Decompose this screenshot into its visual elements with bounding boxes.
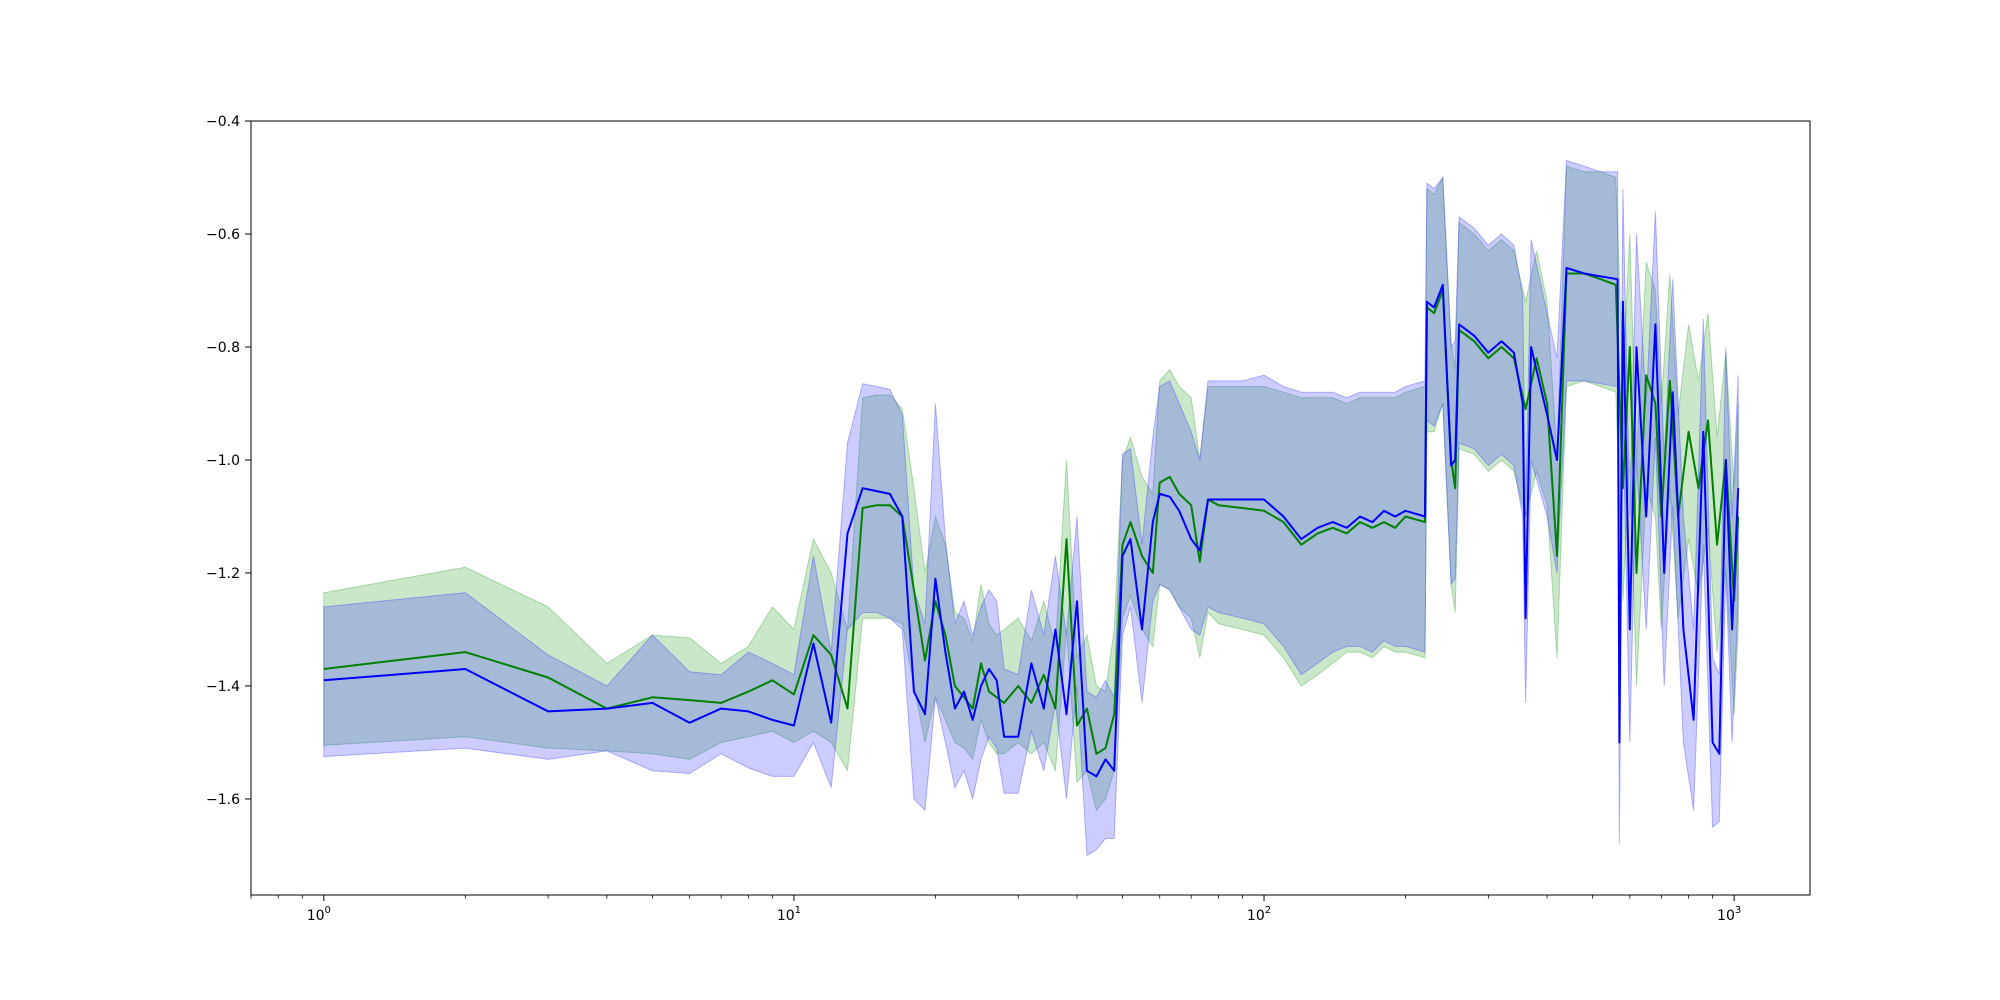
x-axis: 100 101 102 103 [250,895,1741,924]
x-tick-label: 100 [307,905,331,924]
y-tick-label: −1.6 [206,792,240,808]
plot-frame [250,120,1811,896]
y-tick-label: −1.4 [206,679,240,695]
series-2-line [323,266,1740,778]
y-tick-label: −1.2 [206,566,240,582]
x-tick-label: 103 [1717,905,1741,924]
y-axis: −1.6 −1.4 −1.2 −1.0 −0.8 −0.6 −0.4 [206,114,251,808]
y-tick-label: −1.0 [206,453,240,469]
y-tick-label: −0.6 [206,227,240,243]
series-1-band [323,165,1739,812]
y-tick-label: −0.4 [206,114,240,130]
x-tick-label: 101 [777,905,801,924]
y-tick-label: −0.8 [206,340,240,356]
series-lines [323,266,1740,778]
x-tick-label: 102 [1247,905,1271,924]
